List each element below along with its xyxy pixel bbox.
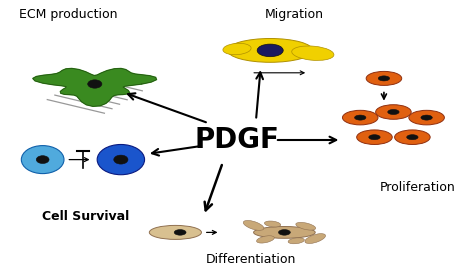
Ellipse shape	[174, 230, 186, 235]
Ellipse shape	[254, 227, 315, 238]
Ellipse shape	[97, 144, 145, 175]
Text: ECM production: ECM production	[19, 8, 118, 21]
Ellipse shape	[378, 76, 390, 81]
Text: Cell Survival: Cell Survival	[42, 210, 129, 223]
Ellipse shape	[257, 44, 283, 57]
Ellipse shape	[292, 46, 334, 60]
Text: Proliferation: Proliferation	[379, 181, 455, 194]
Ellipse shape	[388, 109, 399, 115]
Ellipse shape	[421, 115, 432, 120]
Text: PDGF: PDGF	[194, 126, 280, 154]
Ellipse shape	[264, 221, 281, 227]
Ellipse shape	[342, 110, 378, 125]
Ellipse shape	[375, 105, 411, 119]
Ellipse shape	[223, 43, 251, 55]
Ellipse shape	[409, 110, 444, 125]
Ellipse shape	[228, 39, 313, 62]
Ellipse shape	[114, 155, 128, 164]
Ellipse shape	[357, 130, 392, 144]
Ellipse shape	[288, 238, 304, 244]
Ellipse shape	[394, 130, 430, 144]
Ellipse shape	[305, 234, 326, 244]
Ellipse shape	[36, 156, 49, 164]
Ellipse shape	[88, 80, 102, 88]
Ellipse shape	[243, 220, 264, 230]
Ellipse shape	[296, 222, 316, 230]
Ellipse shape	[369, 135, 380, 140]
Ellipse shape	[355, 115, 366, 120]
Ellipse shape	[149, 225, 201, 239]
Polygon shape	[33, 68, 156, 106]
Text: Migration: Migration	[264, 8, 323, 21]
Ellipse shape	[278, 230, 290, 235]
Ellipse shape	[407, 135, 418, 140]
Ellipse shape	[256, 236, 274, 243]
Text: Differentiation: Differentiation	[206, 253, 296, 266]
Ellipse shape	[21, 146, 64, 174]
Ellipse shape	[366, 71, 401, 85]
